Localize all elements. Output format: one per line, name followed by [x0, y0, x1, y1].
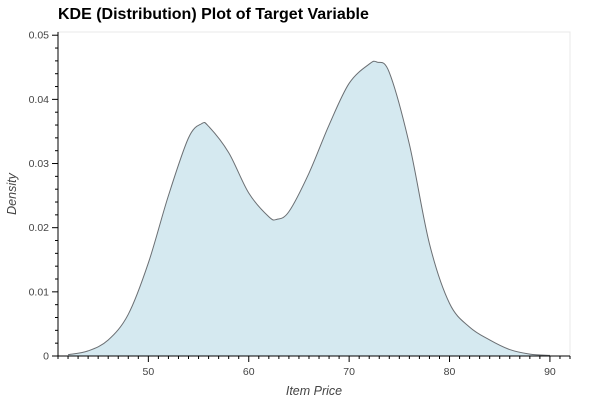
y-tick-label: 0.05 — [29, 30, 50, 42]
y-axis-label: Density — [5, 172, 19, 214]
y-tick-label: 0.01 — [29, 286, 50, 298]
y-tick-label: 0.04 — [29, 94, 50, 106]
density-line — [67, 60, 550, 356]
y-tick-label: 0.02 — [29, 222, 50, 234]
y-tick-label: 0 — [43, 351, 49, 363]
axis-ticks: 50 60 70 80 90 0 0.01 0.02 0.03 0.04 0.05 — [29, 30, 571, 378]
x-tick-label: 80 — [444, 366, 456, 378]
x-tick-label: 70 — [343, 366, 355, 378]
x-tick-label: 90 — [544, 366, 556, 378]
x-axis-label: Item Price — [286, 384, 342, 398]
chart-title: KDE (Distribution) Plot of Target Variab… — [58, 6, 369, 23]
x-tick-label: 50 — [143, 366, 155, 378]
x-tick-label: 60 — [243, 366, 255, 378]
y-tick-label: 0.03 — [29, 158, 50, 170]
plot-marks — [67, 60, 550, 356]
density-area — [68, 61, 550, 356]
